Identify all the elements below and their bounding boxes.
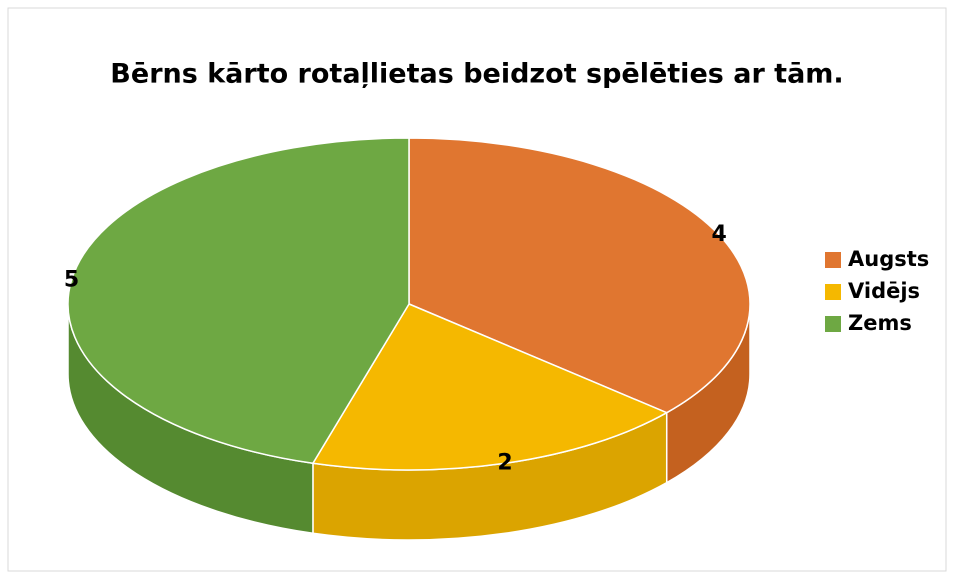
legend-label: Zems xyxy=(848,311,912,335)
pie-slice xyxy=(311,303,669,471)
chart-title: Bērns kārto rotaļlietas beidzot spēlētie… xyxy=(110,59,843,90)
legend-swatch xyxy=(825,284,841,300)
legend-swatch xyxy=(825,252,841,268)
pie-slice xyxy=(408,137,751,414)
data-label: 4 xyxy=(712,222,727,247)
pie xyxy=(67,137,751,541)
legend-label: Augsts xyxy=(848,247,929,271)
legend-swatch xyxy=(825,316,841,332)
data-label: 5 xyxy=(64,267,79,292)
labels: 4 2 5 xyxy=(64,222,727,475)
legend: Augsts Vidējs Zems xyxy=(825,247,929,335)
pie-slice xyxy=(67,137,410,465)
data-label: 2 xyxy=(497,450,512,475)
legend-label: Vidējs xyxy=(848,279,920,303)
